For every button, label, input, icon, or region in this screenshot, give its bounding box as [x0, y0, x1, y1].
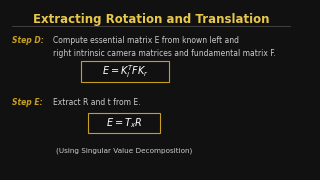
FancyBboxPatch shape [82, 61, 169, 82]
Text: (Using Singular Value Decomposition): (Using Singular Value Decomposition) [56, 148, 192, 154]
Text: $E = K_l^T F K_r$: $E = K_l^T F K_r$ [102, 63, 149, 80]
Text: $E = T_x R$: $E = T_x R$ [106, 116, 142, 130]
Text: Compute essential matrix E from known left and
right intrinsic camera matrices a: Compute essential matrix E from known le… [53, 36, 276, 57]
FancyBboxPatch shape [88, 112, 160, 133]
Text: Extract R and t from E.: Extract R and t from E. [53, 98, 140, 107]
Text: Step E:: Step E: [12, 98, 43, 107]
Text: Step D:: Step D: [12, 36, 44, 45]
Text: Extracting Rotation and Translation: Extracting Rotation and Translation [33, 13, 269, 26]
